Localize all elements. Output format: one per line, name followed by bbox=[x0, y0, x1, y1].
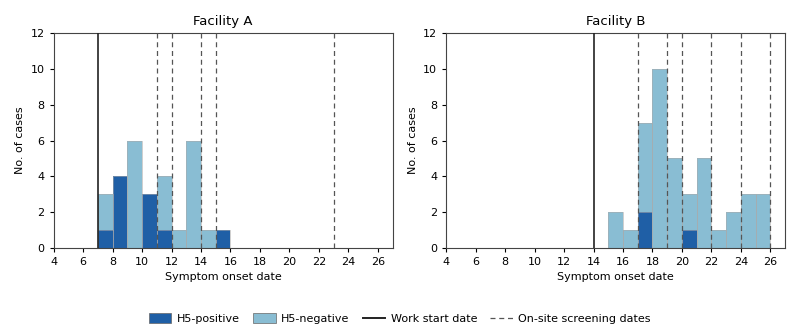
Bar bbox=[157, 176, 171, 248]
Bar bbox=[711, 230, 726, 248]
Bar bbox=[98, 230, 113, 248]
Bar bbox=[608, 212, 623, 248]
Bar bbox=[157, 230, 171, 248]
Bar bbox=[726, 212, 741, 248]
Bar bbox=[623, 230, 638, 248]
Bar bbox=[638, 212, 653, 248]
Bar bbox=[741, 194, 755, 248]
Bar bbox=[201, 230, 216, 248]
Bar bbox=[98, 194, 113, 230]
Bar bbox=[142, 194, 157, 248]
Bar bbox=[171, 230, 186, 248]
X-axis label: Symptom onset date: Symptom onset date bbox=[558, 272, 674, 282]
Bar bbox=[638, 123, 653, 248]
Bar bbox=[682, 194, 697, 230]
Bar bbox=[142, 194, 157, 248]
X-axis label: Symptom onset date: Symptom onset date bbox=[165, 272, 282, 282]
Bar bbox=[697, 158, 711, 248]
Bar bbox=[216, 230, 230, 248]
Bar bbox=[113, 176, 127, 248]
Bar bbox=[755, 194, 770, 248]
Bar bbox=[653, 69, 667, 248]
Bar bbox=[127, 141, 142, 248]
Bar bbox=[623, 230, 638, 248]
Bar bbox=[726, 212, 741, 248]
Bar bbox=[127, 141, 142, 248]
Bar bbox=[711, 230, 726, 248]
Bar bbox=[157, 176, 171, 230]
Bar bbox=[216, 230, 230, 248]
Bar bbox=[741, 194, 755, 248]
Title: Facility A: Facility A bbox=[194, 15, 253, 28]
Bar bbox=[98, 194, 113, 248]
Bar bbox=[608, 212, 623, 248]
Bar bbox=[638, 123, 653, 212]
Y-axis label: No. of cases: No. of cases bbox=[407, 107, 418, 174]
Bar bbox=[653, 69, 667, 248]
Bar bbox=[667, 158, 682, 248]
Bar bbox=[186, 141, 201, 248]
Bar bbox=[682, 194, 697, 248]
Bar bbox=[171, 230, 186, 248]
Bar bbox=[201, 230, 216, 248]
Legend: H5-positive, H5-negative, Work start date, On-site screening dates: H5-positive, H5-negative, Work start dat… bbox=[145, 309, 655, 328]
Y-axis label: No. of cases: No. of cases bbox=[15, 107, 25, 174]
Bar bbox=[697, 158, 711, 248]
Bar bbox=[186, 141, 201, 248]
Title: Facility B: Facility B bbox=[586, 15, 646, 28]
Bar bbox=[682, 230, 697, 248]
Bar bbox=[667, 158, 682, 248]
Bar bbox=[113, 176, 127, 248]
Bar bbox=[755, 194, 770, 248]
